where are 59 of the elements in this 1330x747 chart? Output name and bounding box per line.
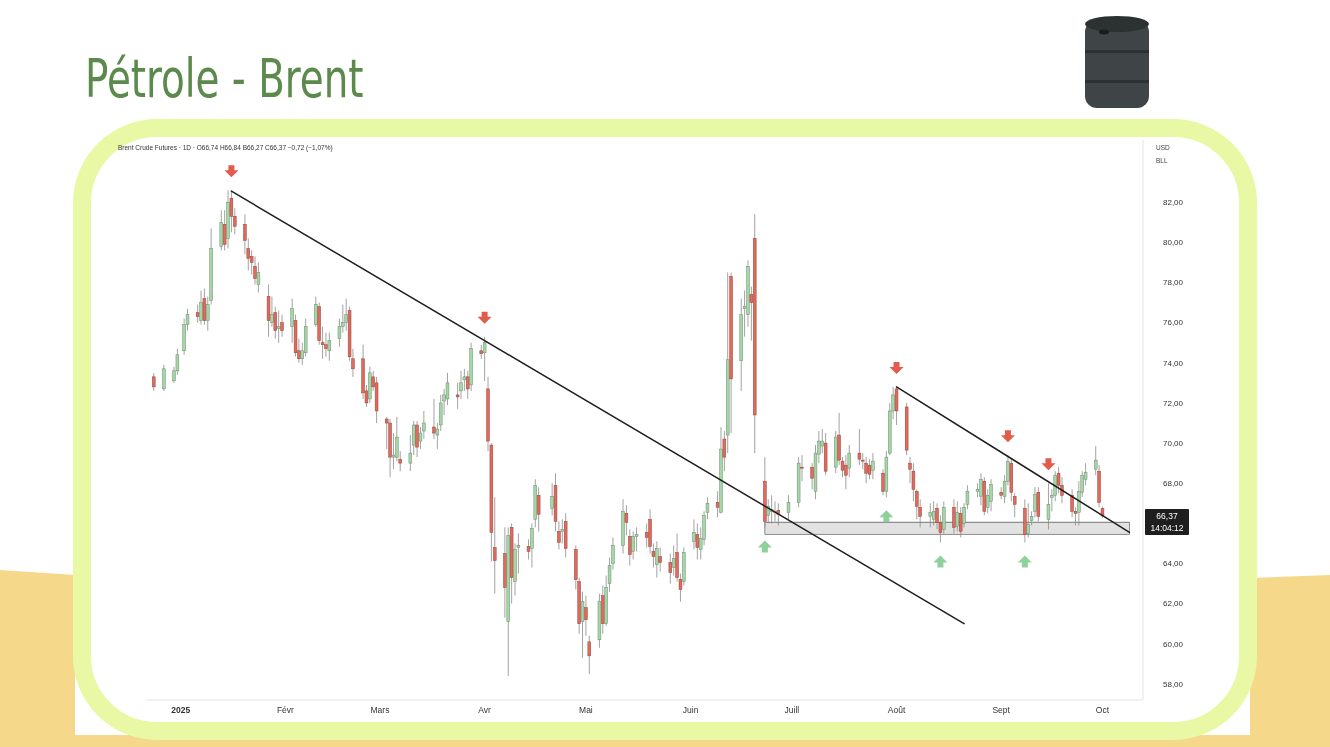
candlestick [482,336,487,382]
y-tick-label: 74,00 [1163,358,1184,368]
y-tick-label: 78,00 [1163,278,1184,288]
x-tick-label: Févr [276,705,295,715]
candlestick [162,364,166,392]
x-tick-label: 2025 [171,705,191,715]
candlestick [989,478,993,512]
candlestick [415,420,419,458]
y-tick-label: 76,00 [1163,318,1184,328]
x-tick-label: Juill [784,705,800,715]
y-tick-label: 68,00 [1163,479,1184,489]
y-tick-label: 82,00 [1163,198,1184,208]
y-tick-label: 60,00 [1163,639,1184,649]
candlestick [628,528,632,566]
candlestick [195,304,200,324]
candlestick [786,494,791,520]
candlestick [715,490,720,518]
x-tick-label: Mai [579,705,593,715]
chart-title: Pétrole - Brent [85,47,364,111]
candlestick [631,531,635,560]
candlestick [580,591,585,659]
candlestick [624,504,629,536]
candlestick [810,462,814,490]
candlestick [658,547,662,572]
candlestick [975,482,980,498]
y-tick-label: 70,00 [1163,438,1184,448]
candlestick [536,486,541,532]
y-tick-label: 62,00 [1163,599,1184,609]
candlestick [327,332,331,362]
x-tick-label: Oct [1095,705,1110,715]
candlestick [881,468,885,496]
candlestick [584,595,588,637]
x-tick-label: Juin [682,705,699,715]
x-tick-label: Avr [478,705,492,715]
x-tick-label: Août [887,705,906,715]
candlestick [587,635,591,675]
candlestick [550,482,554,516]
candlestick [857,428,862,466]
candlestick [344,298,348,332]
candlestick [152,372,156,392]
y-tick-label: 72,00 [1163,398,1184,408]
candlestick [391,432,396,470]
candlestick [276,310,281,344]
candlestick [199,290,203,326]
text: 66,37 [1156,510,1178,521]
candlestick [894,386,899,426]
candlestick [655,541,659,578]
text: 14:04:12 [1150,522,1184,533]
candlestick [800,454,804,482]
y-tick-label: 80,00 [1163,238,1184,248]
x-tick-label: Sept [992,705,1011,715]
candlestick [864,456,868,484]
x-tick-label: Mars [370,705,390,715]
y-tick-label: 64,00 [1163,559,1184,569]
candlestick [695,522,700,560]
candlestick [645,522,649,548]
candlestick [530,522,534,568]
candlestick [871,452,875,480]
y-tick-label: 58,00 [1163,679,1184,689]
